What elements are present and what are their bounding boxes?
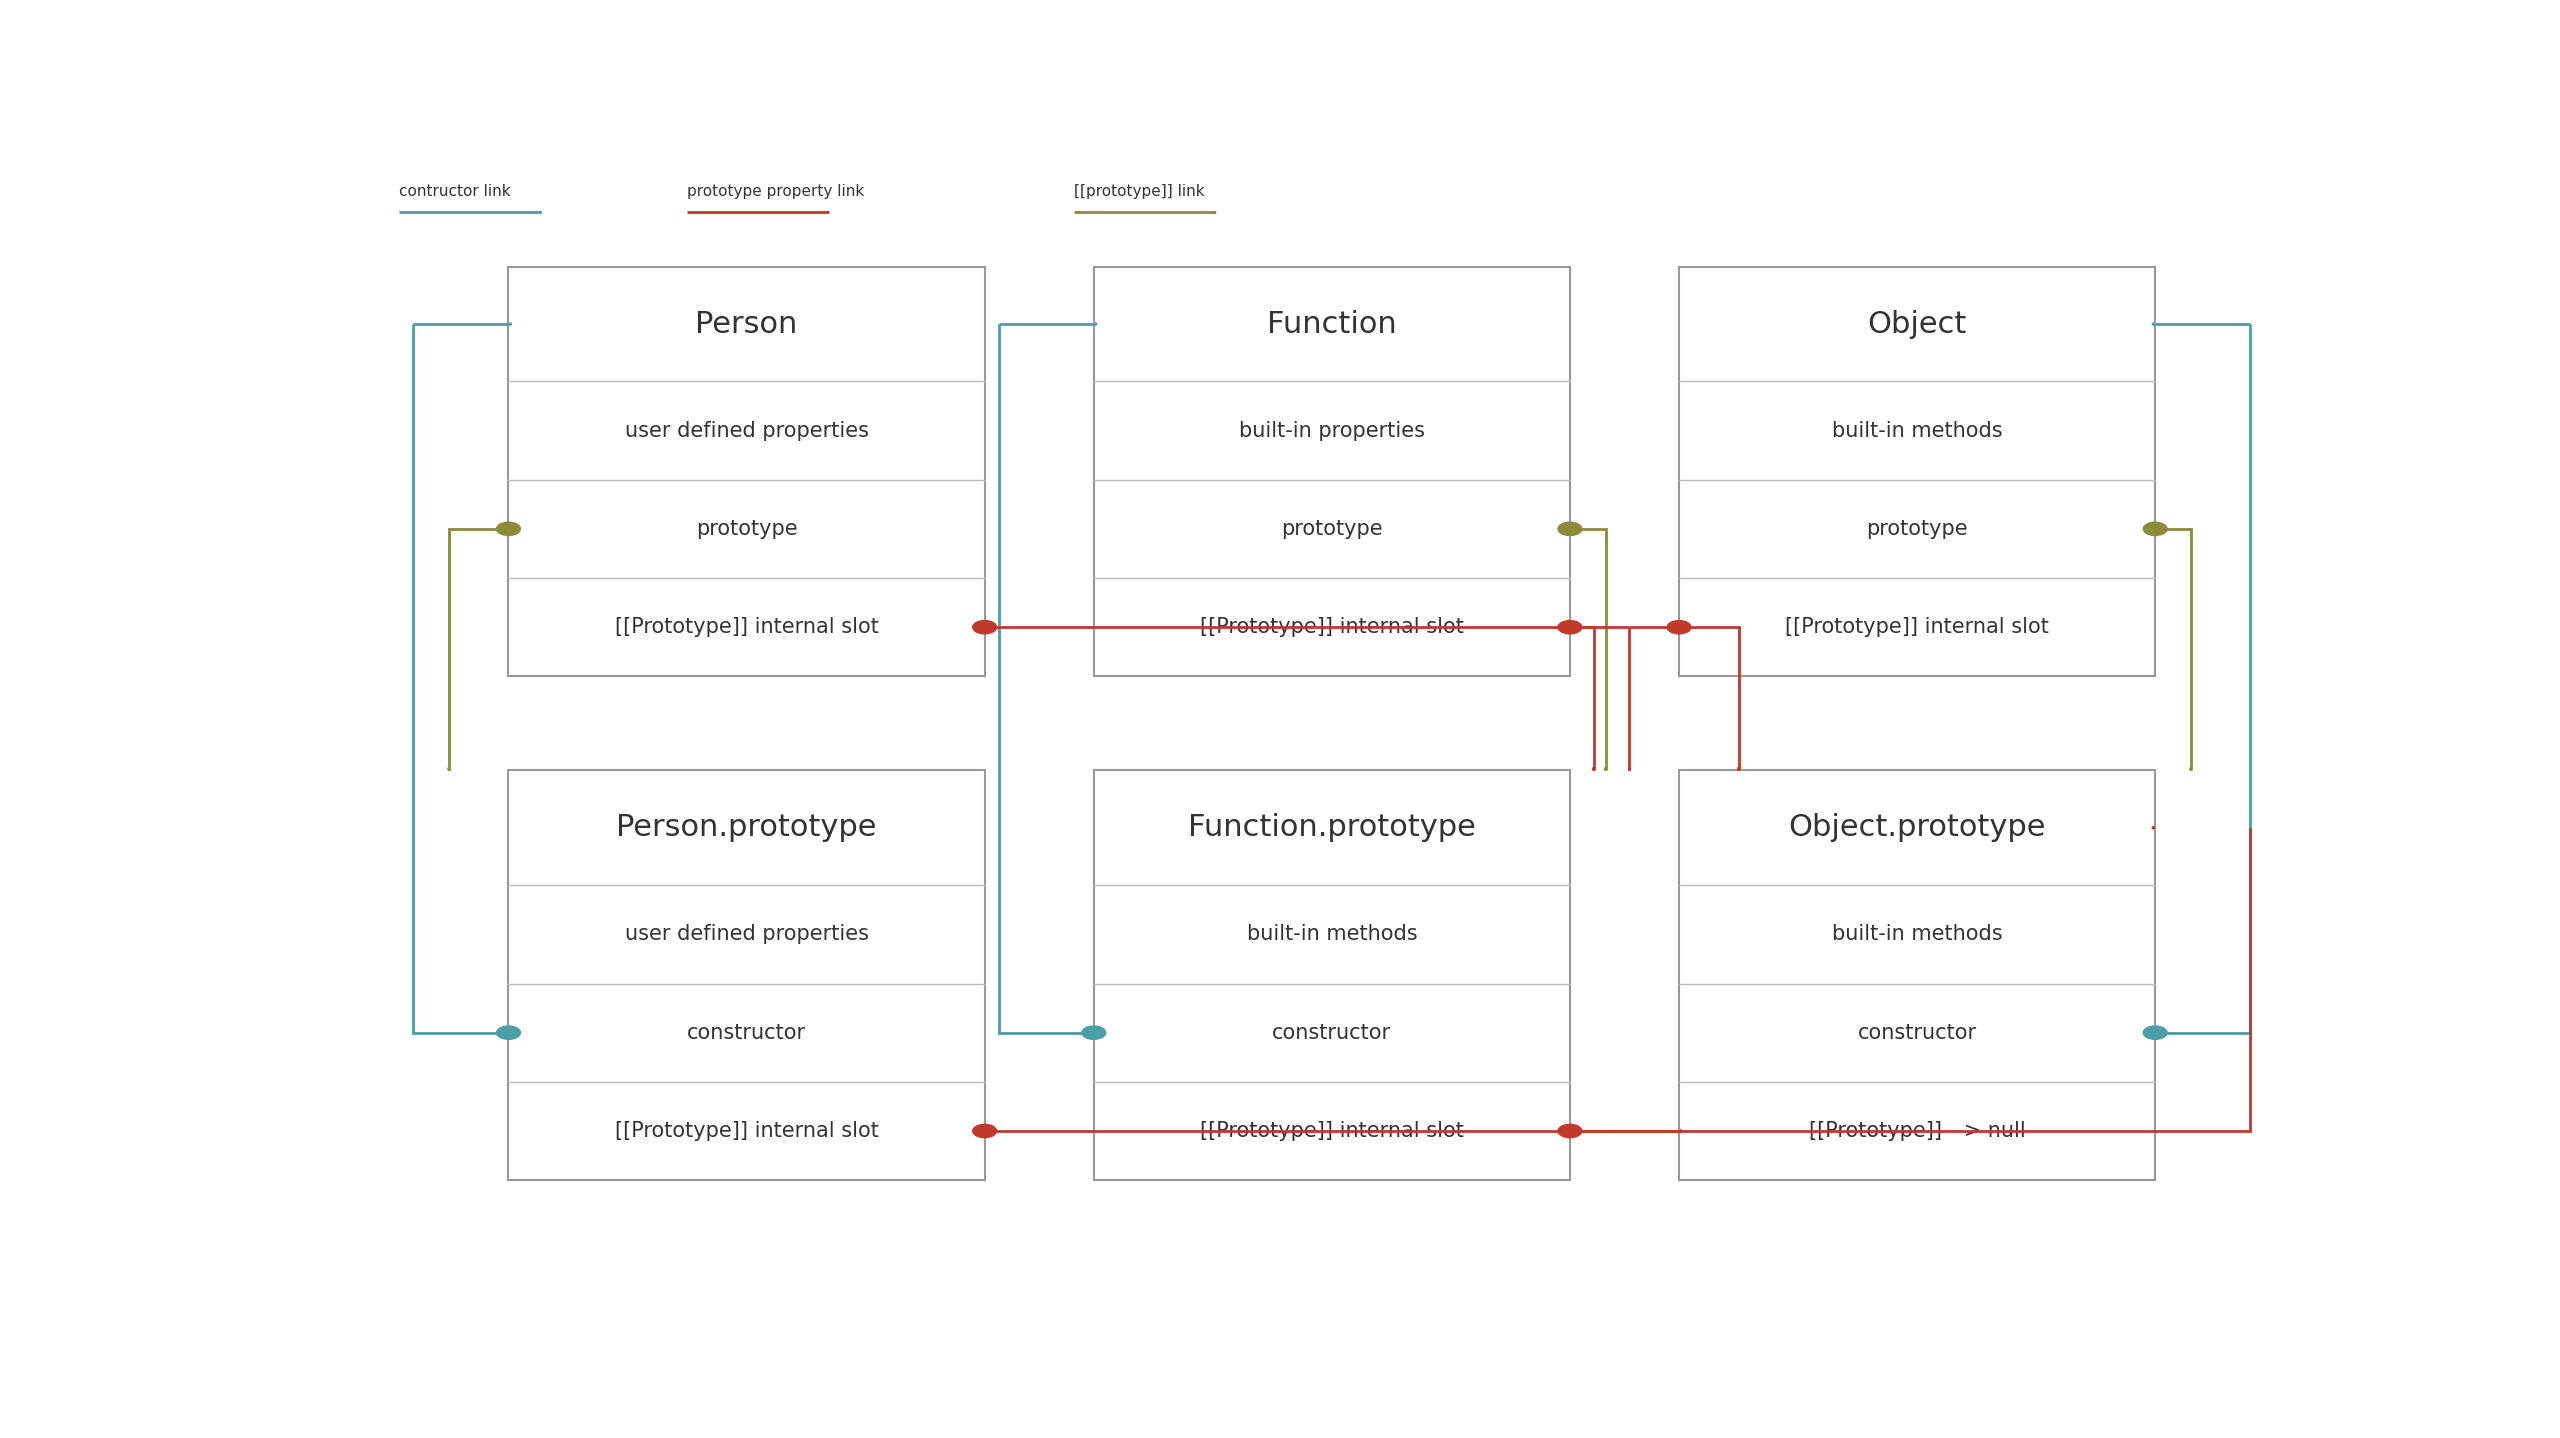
Text: Person: Person <box>696 309 799 338</box>
Text: prototype: prototype <box>696 519 796 539</box>
Text: [[Prototype]] internal slot: [[Prototype]] internal slot <box>614 617 878 637</box>
Text: prototype: prototype <box>1280 519 1382 539</box>
Text: user defined properties: user defined properties <box>625 925 868 945</box>
Text: Function.prototype: Function.prototype <box>1188 814 1475 843</box>
Circle shape <box>497 1027 520 1040</box>
Text: constructor: constructor <box>1859 1022 1976 1043</box>
Text: [[Prototype]] internal slot: [[Prototype]] internal slot <box>614 1122 878 1140</box>
Circle shape <box>973 621 996 634</box>
Text: [[Prototype]] internal slot: [[Prototype]] internal slot <box>1201 1122 1464 1140</box>
Text: user defined properties: user defined properties <box>625 420 868 440</box>
Circle shape <box>1559 621 1582 634</box>
Text: built-in methods: built-in methods <box>1833 420 2002 440</box>
Text: built-in properties: built-in properties <box>1239 420 1426 440</box>
Circle shape <box>1667 621 1692 634</box>
Text: Object.prototype: Object.prototype <box>1789 814 2045 843</box>
Text: prototype: prototype <box>1866 519 1969 539</box>
Bar <box>1093 266 1569 676</box>
Bar <box>1679 771 2156 1181</box>
Circle shape <box>497 522 520 535</box>
Circle shape <box>2143 522 2168 535</box>
Text: constructor: constructor <box>686 1022 806 1043</box>
Circle shape <box>1083 1027 1106 1040</box>
Bar <box>1679 266 2156 676</box>
Circle shape <box>2143 1027 2168 1040</box>
Circle shape <box>1559 1125 1582 1137</box>
Text: contructor link: contructor link <box>399 184 512 198</box>
Text: [[Prototype]] internal slot: [[Prototype]] internal slot <box>1201 617 1464 637</box>
Bar <box>509 266 986 676</box>
Text: constructor: constructor <box>1272 1022 1393 1043</box>
Text: [[Prototype]] --> null: [[Prototype]] --> null <box>1810 1122 2025 1140</box>
Circle shape <box>973 1125 996 1137</box>
Text: Function: Function <box>1267 309 1398 338</box>
Text: [[prototype]] link: [[prototype]] link <box>1075 184 1206 198</box>
Bar <box>1093 771 1569 1181</box>
Text: built-in methods: built-in methods <box>1247 925 1418 945</box>
Text: [[Prototype]] internal slot: [[Prototype]] internal slot <box>1784 617 2048 637</box>
Text: prototype property link: prototype property link <box>686 184 865 198</box>
Circle shape <box>1559 522 1582 535</box>
Text: Object: Object <box>1866 309 1966 338</box>
Text: built-in methods: built-in methods <box>1833 925 2002 945</box>
Bar <box>509 771 986 1181</box>
Text: Person.prototype: Person.prototype <box>617 814 878 843</box>
